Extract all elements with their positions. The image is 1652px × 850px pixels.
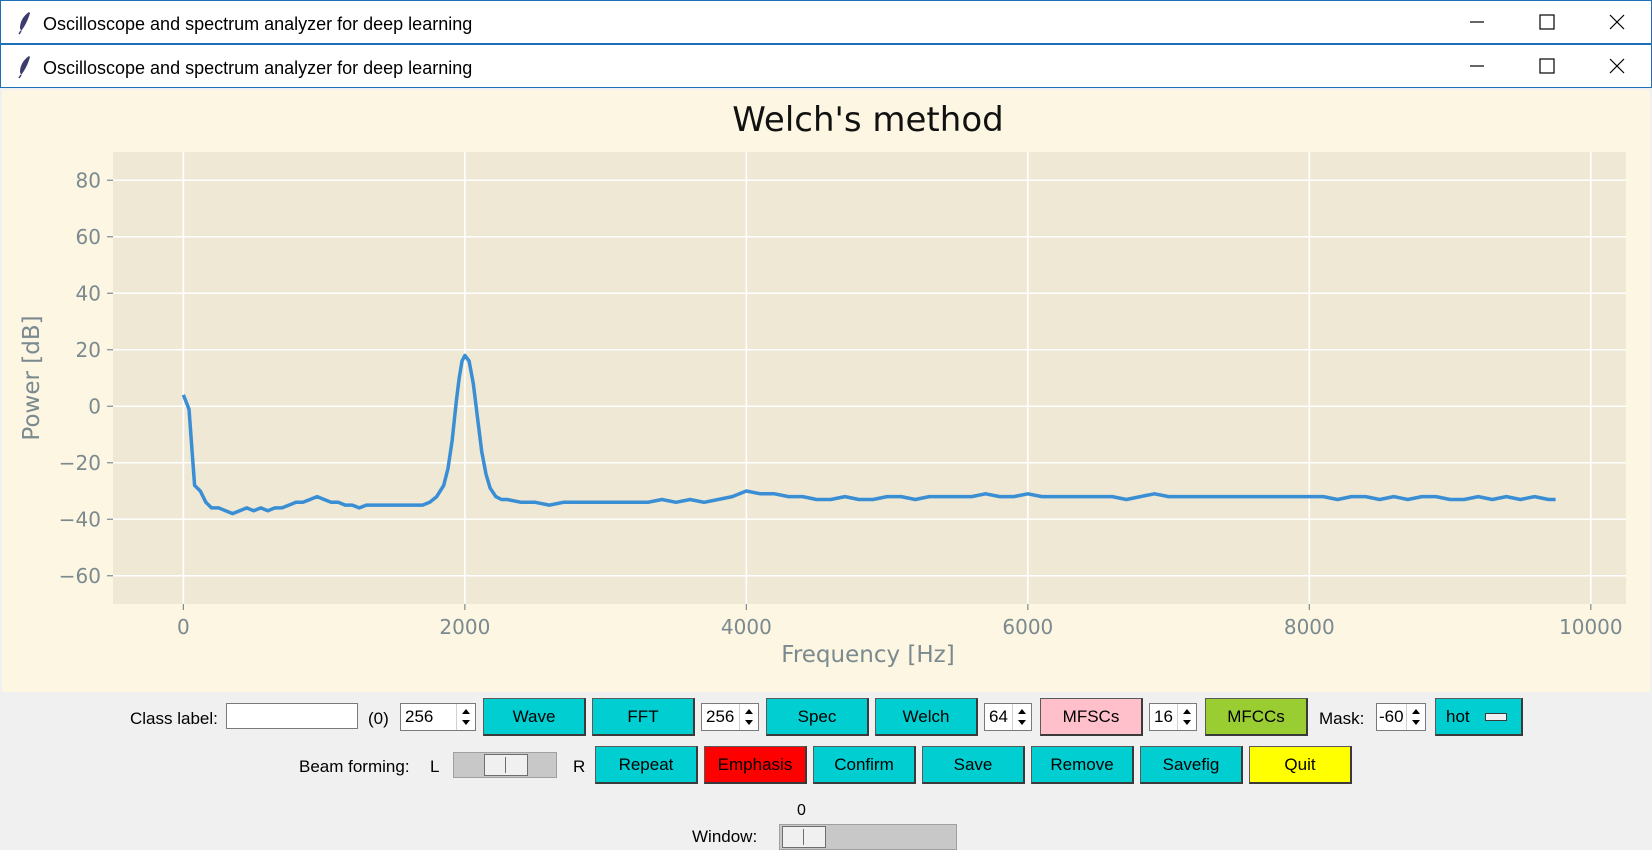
fft-length-spinbox[interactable]: 256 [701,703,759,731]
close-button[interactable] [1585,45,1649,87]
savefig-button[interactable]: Savefig [1140,746,1243,784]
y-tick-label: 40 [76,281,101,305]
wave-length-spinbox[interactable]: 256 [400,703,476,731]
spinbox-value: 64 [989,707,1008,726]
y-tick-label: 0 [88,394,101,418]
emphasis-button[interactable]: Emphasis [704,746,807,784]
remove-button[interactable]: Remove [1031,746,1134,784]
class-label-text: Class label: [130,709,218,728]
window-label: Window: [692,827,758,846]
beam-left-label: L [430,757,440,776]
save-button[interactable]: Save [922,746,1025,784]
y-tick-label: 80 [76,168,101,192]
spinbox-value: -60 [1379,707,1404,726]
minimize-icon [1470,21,1484,23]
x-tick-label: 8000 [1284,615,1335,639]
x-tick-label: 0 [177,615,190,639]
y-tick-label: 60 [76,225,101,249]
x-tick-label: 4000 [721,615,772,639]
colormap-value: hot [1446,706,1470,726]
beam-forming-label: Beam forming: [299,757,410,776]
welch-chart: Welch's method 0 2000 4000 6000 8000 10000 80… [19,100,1626,668]
slider-thumb[interactable] [484,754,528,776]
window-title: Oscilloscope and spectrum analyzer for d… [43,58,473,78]
feather-icon [18,56,30,79]
title-bar-back[interactable]: Oscilloscope and spectrum analyzer for d… [0,0,1652,44]
spinbox-value: 256 [405,707,434,726]
minimize-button[interactable] [1445,1,1509,43]
colormap-menu-button[interactable]: hot [1435,698,1523,736]
chart-title: Welch's method [732,100,1003,140]
mask-label: Mask: [1319,709,1365,728]
y-tick-label: −60 [59,564,101,588]
y-tick-label: 20 [76,338,101,362]
wave-button[interactable]: Wave [483,698,586,736]
maximize-button[interactable] [1515,45,1579,87]
spinbox-value: 256 [706,707,735,726]
window-slider-value: 0 [797,802,806,819]
mfscs-button[interactable]: MFSCs [1040,698,1143,736]
slider-thumb[interactable] [782,826,826,848]
option-menu-indicator-icon [1485,713,1507,721]
class-index: (0) [368,709,389,728]
class-label-input[interactable] [226,703,358,729]
welch-button[interactable]: Welch [875,698,978,736]
maximize-icon [1539,14,1555,30]
spinbox-arrows-icon[interactable] [739,704,758,730]
mfsc-count-spinbox[interactable]: 16 [1149,703,1197,731]
window-slider[interactable] [779,824,957,850]
mfccs-button[interactable]: MFCCs [1205,698,1308,736]
fft-button[interactable]: FFT [592,698,695,736]
minimize-button[interactable] [1445,45,1509,87]
spinbox-arrows-icon[interactable] [1406,704,1425,730]
spinbox-arrows-icon[interactable] [456,704,475,730]
x-tick-label: 2000 [439,615,490,639]
y-axis-label: Power [dB] [19,315,45,440]
maximize-button[interactable] [1515,1,1579,43]
x-tick-label: 6000 [1002,615,1053,639]
plot-canvas: Welch's method 0 2000 4000 6000 8000 10000 80… [2,90,1650,692]
spec-button[interactable]: Spec [766,698,869,736]
maximize-icon [1539,58,1555,74]
y-tick-label: −40 [59,507,101,531]
x-axis-label: Frequency [Hz] [781,642,954,668]
welch-length-spinbox[interactable]: 64 [984,703,1032,731]
feather-icon [18,12,30,35]
spinbox-value: 16 [1154,707,1173,726]
repeat-button[interactable]: Repeat [595,746,698,784]
axes-background [113,152,1626,604]
beam-forming-slider[interactable] [453,752,557,778]
window-title: Oscilloscope and spectrum analyzer for d… [43,14,473,34]
quit-button[interactable]: Quit [1249,746,1352,784]
confirm-button[interactable]: Confirm [813,746,916,784]
close-icon [1609,58,1625,74]
series-line [181,353,1556,516]
beam-right-label: R [573,757,586,776]
title-bar-front[interactable]: Oscilloscope and spectrum analyzer for d… [0,44,1652,88]
control-panel: Class label: (0) 256 Wave FFT 256 Spec W… [0,692,1652,850]
minimize-icon [1470,65,1484,67]
x-tick-label: 10000 [1559,615,1623,639]
spinbox-arrows-icon[interactable] [1177,704,1196,730]
spinbox-arrows-icon[interactable] [1012,704,1031,730]
close-icon [1609,14,1625,30]
y-tick-label: −20 [59,451,101,475]
close-button[interactable] [1585,1,1649,43]
mask-spinbox[interactable]: -60 [1376,703,1426,731]
